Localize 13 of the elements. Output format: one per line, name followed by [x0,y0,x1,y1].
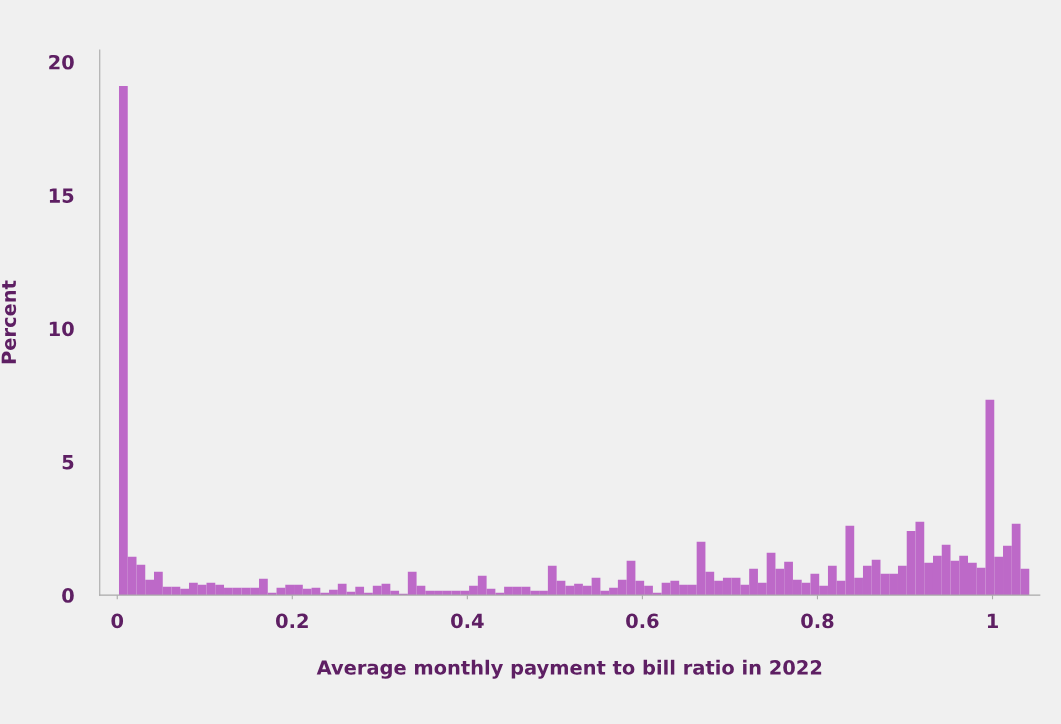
y-tick-label: 0 [62,588,74,603]
x-tick-label: 0.4 [451,613,484,629]
x-tick-label: 0.6 [626,613,659,629]
y-tick-label: 20 [49,54,74,70]
x-axis-title: Average monthly payment to bill ratio in 2022 [316,659,822,679]
x-tick-label: 1 [987,613,998,628]
y-tick-label: 5 [62,455,74,470]
y-tick-label: 15 [49,188,74,203]
y-tick-label: 10 [49,321,74,337]
x-tick-label: 0.2 [276,613,308,629]
x-tick-label: 0 [111,613,124,629]
y-axis-title: Percent [1,280,17,364]
x-tick-label: 0.8 [801,613,834,629]
